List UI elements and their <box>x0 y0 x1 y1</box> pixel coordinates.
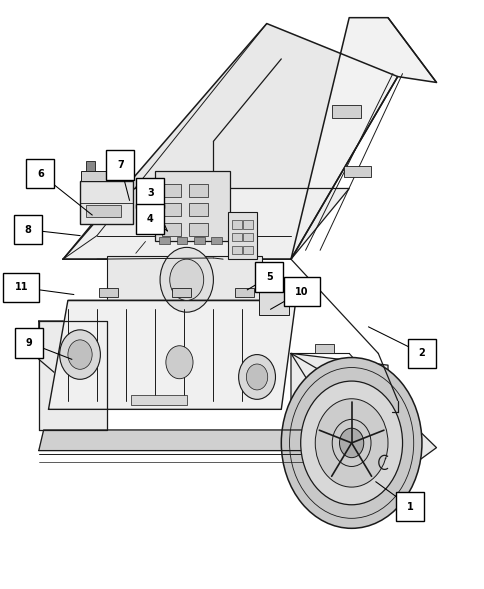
Polygon shape <box>63 188 348 259</box>
Text: 9: 9 <box>26 338 32 348</box>
Bar <box>172 288 190 297</box>
Bar <box>231 246 241 254</box>
Bar <box>159 237 169 244</box>
Circle shape <box>166 346 193 379</box>
Text: 8: 8 <box>25 225 31 234</box>
Circle shape <box>169 259 203 300</box>
FancyBboxPatch shape <box>14 215 42 244</box>
Polygon shape <box>48 300 295 409</box>
Bar <box>332 105 361 118</box>
Bar <box>189 223 207 236</box>
Bar <box>86 205 121 217</box>
Bar <box>106 256 261 300</box>
FancyBboxPatch shape <box>106 150 134 180</box>
FancyBboxPatch shape <box>395 492 423 521</box>
Bar <box>131 395 186 405</box>
Polygon shape <box>63 24 397 259</box>
Text: 7: 7 <box>117 160 123 170</box>
Bar <box>162 223 181 236</box>
Bar <box>81 171 132 181</box>
Bar <box>231 233 241 241</box>
Text: 1: 1 <box>406 502 412 511</box>
FancyBboxPatch shape <box>3 273 39 302</box>
Bar <box>211 237 222 244</box>
Circle shape <box>160 247 213 312</box>
Polygon shape <box>290 353 436 483</box>
Bar <box>86 161 95 171</box>
Text: 2: 2 <box>418 349 424 358</box>
FancyBboxPatch shape <box>407 339 435 368</box>
Bar <box>176 237 187 244</box>
Circle shape <box>238 355 275 399</box>
Bar <box>189 203 207 216</box>
Bar <box>162 184 181 197</box>
Bar <box>243 233 253 241</box>
FancyBboxPatch shape <box>255 262 283 292</box>
Bar <box>155 171 230 241</box>
Bar <box>120 161 129 171</box>
Bar <box>259 283 288 315</box>
Polygon shape <box>290 18 436 259</box>
Text: 4: 4 <box>147 214 153 224</box>
FancyBboxPatch shape <box>136 178 164 208</box>
Polygon shape <box>39 321 106 430</box>
Text: 3: 3 <box>147 188 153 198</box>
Bar <box>99 288 118 297</box>
FancyBboxPatch shape <box>26 159 54 188</box>
Text: 11: 11 <box>15 283 28 292</box>
Text: 6: 6 <box>37 169 44 178</box>
Bar <box>162 203 181 216</box>
Bar <box>243 246 253 254</box>
Circle shape <box>300 381 402 505</box>
Text: 10: 10 <box>294 287 308 296</box>
Text: 5: 5 <box>265 272 272 282</box>
Polygon shape <box>290 353 387 471</box>
Bar <box>315 344 333 353</box>
FancyBboxPatch shape <box>15 328 43 358</box>
Bar <box>194 237 204 244</box>
Bar <box>189 184 207 197</box>
Polygon shape <box>39 321 106 380</box>
FancyBboxPatch shape <box>283 277 319 306</box>
Circle shape <box>339 428 363 458</box>
Circle shape <box>315 399 387 487</box>
Circle shape <box>60 330 100 379</box>
Circle shape <box>281 358 421 528</box>
Circle shape <box>246 364 267 390</box>
Bar <box>80 181 133 224</box>
Bar <box>344 166 370 177</box>
Polygon shape <box>39 430 319 451</box>
Bar <box>231 220 241 229</box>
Bar <box>243 220 253 229</box>
FancyBboxPatch shape <box>136 204 164 234</box>
Bar <box>227 212 257 259</box>
Circle shape <box>68 340 92 369</box>
Bar <box>235 288 253 297</box>
